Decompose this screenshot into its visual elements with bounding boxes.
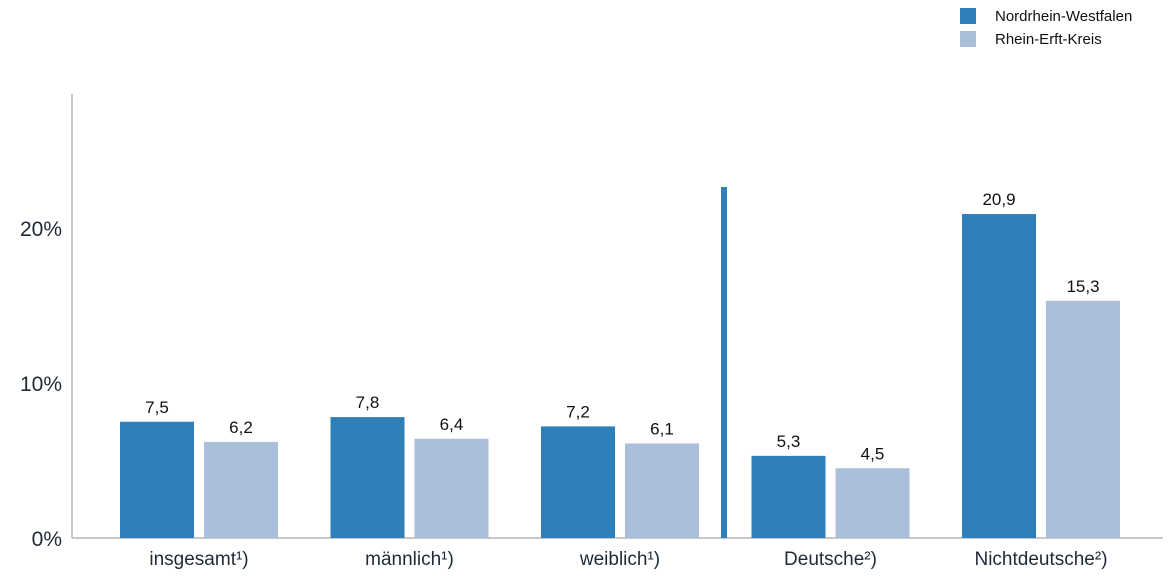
category-separator — [721, 187, 727, 538]
bar-rhein-erft-0 — [204, 441, 278, 538]
legend-swatch — [960, 8, 976, 24]
bars — [120, 214, 1120, 539]
data-label: 7,5 — [145, 398, 169, 417]
x-tick-label: Deutsche²) — [784, 549, 877, 570]
x-tick-label: insgesamt¹) — [149, 549, 248, 570]
x-tick-label: Nichtdeutsche²) — [974, 549, 1107, 570]
data-label: 20,9 — [982, 190, 1015, 209]
legend-swatch — [960, 31, 976, 47]
bar-rhein-erft-3 — [835, 468, 910, 538]
x-tick-label: männlich¹) — [365, 549, 454, 570]
y-tick-label: 20% — [20, 218, 62, 241]
bar-nrw-3 — [751, 455, 826, 538]
legend: Nordrhein-Westfalen Rhein-Erft-Kreis — [960, 8, 1132, 48]
data-label: 7,8 — [356, 393, 380, 412]
y-tick-label: 10% — [20, 373, 62, 396]
bar-nrw-1 — [330, 417, 405, 538]
y-tick-label: 0% — [32, 528, 62, 551]
x-tick-label: weiblich¹) — [579, 549, 660, 570]
data-label: 6,4 — [440, 415, 464, 434]
bar-nrw-4 — [962, 214, 1036, 539]
data-label: 6,2 — [229, 418, 253, 437]
data-label: 5,3 — [777, 432, 801, 451]
data-label: 4,5 — [861, 444, 885, 463]
data-label: 15,3 — [1066, 277, 1099, 296]
y-tick-labels: 0% 10% 20% — [20, 218, 62, 551]
bar-nrw-0 — [120, 421, 194, 538]
legend-label: Rhein-Erft-Kreis — [995, 31, 1102, 48]
bar-rhein-erft-1 — [414, 438, 489, 538]
x-tick-labels: insgesamt¹) männlich¹) weiblich¹) Deutsche²… — [149, 549, 1107, 570]
bar-rhein-erft-4 — [1046, 300, 1120, 538]
bar-nrw-2 — [541, 426, 615, 538]
data-labels: 7,5 6,2 7,8 6,4 7,2 6,1 5,3 4,5 20,9 15,3 — [145, 190, 1099, 463]
data-label: 7,2 — [566, 402, 590, 421]
data-label: 6,1 — [650, 419, 674, 438]
legend-label: Nordrhein-Westfalen — [995, 8, 1132, 25]
bar-rhein-erft-2 — [625, 443, 699, 538]
